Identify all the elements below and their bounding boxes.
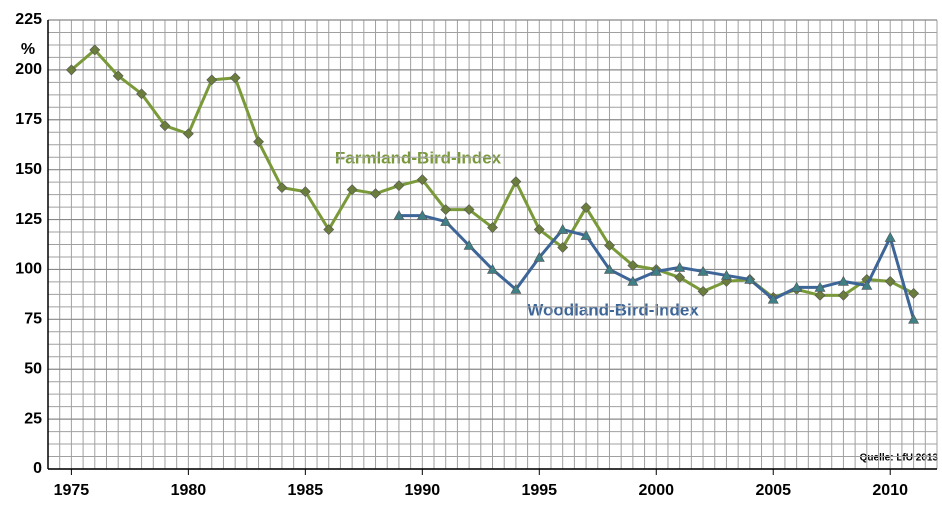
- y-tick-label: 150: [15, 161, 42, 178]
- marker: [791, 281, 803, 292]
- marker: [416, 174, 428, 186]
- x-tick-label: 1980: [171, 482, 207, 499]
- y-tick-label: 75: [24, 311, 42, 328]
- marker: [884, 275, 896, 287]
- marker: [697, 265, 709, 276]
- marker: [837, 275, 849, 286]
- marker: [908, 287, 920, 299]
- marker: [814, 281, 826, 292]
- y-tick-label: 100: [15, 261, 42, 278]
- marker: [182, 128, 194, 140]
- marker: [65, 64, 77, 76]
- marker: [89, 44, 101, 56]
- marker: [533, 251, 545, 262]
- marker: [674, 272, 686, 283]
- marker: [908, 313, 920, 324]
- marker: [884, 231, 896, 242]
- marker: [533, 224, 545, 235]
- marker: [650, 265, 662, 276]
- marker: [323, 224, 335, 235]
- marker: [674, 261, 686, 272]
- marker: [159, 120, 171, 132]
- y-tick-label: 125: [15, 211, 42, 228]
- marker: [627, 275, 639, 286]
- marker: [299, 186, 311, 198]
- y-tick-label: 25: [24, 410, 42, 427]
- marker: [510, 176, 522, 188]
- marker: [767, 293, 779, 304]
- marker: [206, 74, 218, 86]
- marker: [604, 240, 615, 251]
- marker: [346, 184, 358, 196]
- x-tick-label: 1990: [405, 482, 441, 499]
- marker: [440, 204, 452, 216]
- y-tick-label: 200: [15, 61, 42, 78]
- marker: [440, 215, 452, 226]
- y-tick-label: 225: [15, 11, 42, 28]
- marker: [276, 182, 288, 194]
- marker: [487, 222, 498, 233]
- marker: [253, 136, 264, 148]
- marker: [393, 180, 405, 192]
- series-label: Woodland-Bird-Index: [527, 300, 699, 319]
- marker: [112, 70, 124, 82]
- marker: [463, 204, 475, 216]
- marker: [416, 209, 428, 220]
- marker: [393, 209, 405, 220]
- marker: [557, 223, 569, 234]
- y-tick-label: 50: [24, 360, 42, 377]
- marker: [627, 260, 639, 271]
- marker: [837, 289, 849, 301]
- marker: [744, 273, 756, 284]
- source-note: Quelle: LfU 2013: [860, 453, 939, 464]
- x-tick-label: 2010: [872, 482, 908, 499]
- y-tick-label: 175: [15, 111, 42, 128]
- marker: [463, 239, 475, 250]
- series-label: Farmland-Bird-Index: [335, 148, 502, 167]
- marker: [510, 283, 522, 294]
- marker: [370, 188, 381, 200]
- marker: [720, 269, 732, 280]
- marker: [814, 289, 826, 301]
- x-tick-label: 1995: [521, 482, 557, 499]
- marker: [861, 279, 873, 290]
- x-tick-label: 1985: [288, 482, 324, 499]
- marker: [697, 285, 709, 297]
- marker: [229, 72, 241, 84]
- x-tick-label: 2005: [755, 482, 791, 499]
- marker: [557, 242, 569, 253]
- y-tick-label: 0: [33, 460, 42, 477]
- marker: [603, 263, 615, 274]
- x-tick-label: 1975: [54, 482, 90, 499]
- marker: [580, 202, 592, 214]
- y-axis-label: %: [21, 41, 35, 58]
- marker: [486, 263, 499, 274]
- marker: [580, 229, 592, 240]
- marker: [136, 88, 148, 100]
- x-tick-label: 2000: [638, 482, 674, 499]
